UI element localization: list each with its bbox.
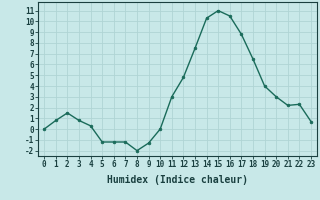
X-axis label: Humidex (Indice chaleur): Humidex (Indice chaleur) — [107, 175, 248, 185]
